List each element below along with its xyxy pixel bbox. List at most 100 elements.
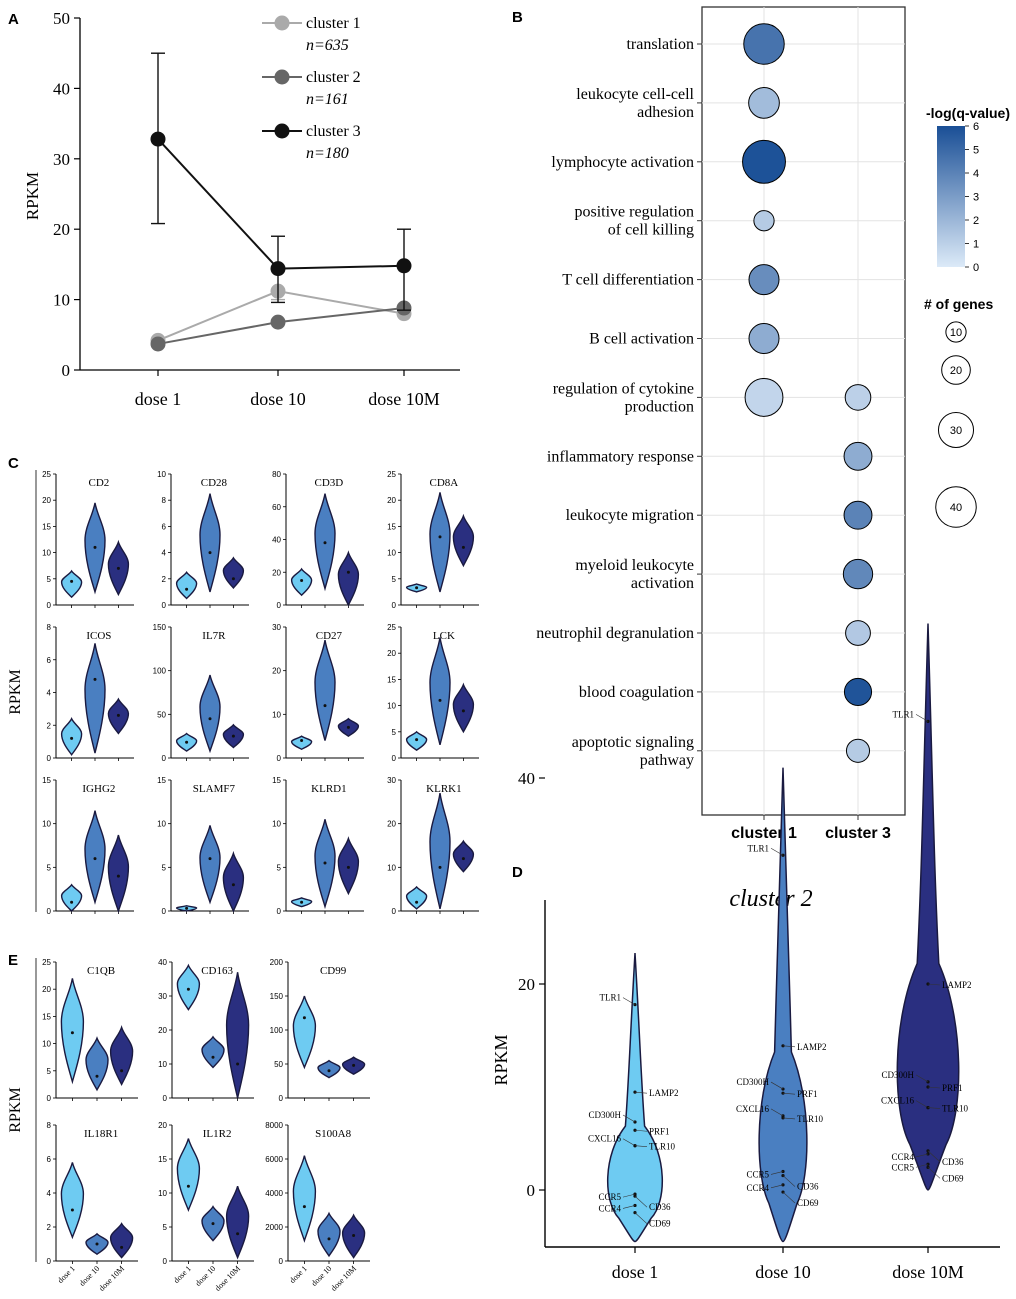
panelE-xtick-label: dose 10M (213, 1264, 242, 1293)
panel-d-gene-label: CCR4 (746, 1183, 769, 1193)
panel-b-colorbar-tick-label: 4 (973, 168, 979, 180)
panelC-ytick-label: 10 (42, 549, 51, 558)
panelC-violin (314, 639, 336, 741)
panelC-ytick-label: 8 (47, 623, 52, 632)
panelC-violin (60, 883, 83, 913)
panelC-ytick-label: 0 (47, 907, 52, 916)
panelC-median-dot (116, 874, 120, 878)
panelE-ytick-label: 6 (47, 1155, 52, 1164)
panel-a-point (270, 261, 286, 277)
panel-d-gene-label: CD300H (881, 1070, 914, 1080)
panelC-median-dot (231, 734, 235, 738)
panelC-ytick-label: 0 (392, 907, 397, 916)
panelC-ytick-label: 20 (272, 667, 281, 676)
panel-d-xtick-label: dose 1 (612, 1262, 659, 1282)
panelC-median-dot (415, 586, 419, 590)
panelC-ytick-label: 25 (387, 623, 396, 632)
panelC-ytick-label: 10 (157, 470, 166, 479)
panel-d-ytick-label: 20 (518, 975, 535, 994)
panel-d-gene-leader (927, 1086, 941, 1089)
panelE-ytick-label: 20 (158, 1121, 167, 1130)
panelC-violin (452, 513, 475, 568)
panel-b-colorbar-tick-label: 1 (973, 239, 979, 251)
panelC-median-dot (208, 717, 212, 721)
panelC-ytick-label: 0 (47, 601, 52, 610)
panel-b-term-line: positive regulation (574, 204, 694, 221)
panel-a-point (270, 314, 286, 330)
panelE-median-dot (236, 1232, 240, 1236)
panelC-median-dot (415, 900, 419, 904)
panel-b-bubble (845, 738, 871, 763)
panelC-ytick-label: 20 (272, 568, 281, 577)
panelE-ytick-label: 5 (47, 1067, 52, 1076)
panelE-violin (225, 1186, 250, 1260)
panelC-ytick-label: 0 (277, 601, 282, 610)
panelE-ytick-label: 0 (163, 1257, 168, 1266)
panel-b-colorbar-tick-label: 5 (973, 145, 979, 157)
panelE-median-dot (186, 1184, 190, 1188)
panelC-violin (337, 550, 360, 607)
panelC-median-dot (185, 906, 189, 910)
panelE-median-dot (211, 1055, 215, 1059)
panelE-ytick-label: 8 (47, 1121, 52, 1130)
panelE-ytick-label: 10 (158, 1060, 167, 1069)
panelC-ytick-label: 15 (387, 675, 396, 684)
panelC-median-dot (300, 900, 304, 904)
panelE-median-dot (327, 1069, 331, 1073)
panel-b-size-legend-title: # of genes (924, 296, 993, 312)
panelC-violin (452, 839, 475, 873)
panel-d-gene-leader (782, 1092, 796, 1095)
panelC-median-dot (116, 566, 120, 570)
panelC-violin (84, 810, 106, 905)
panelC-violin (107, 834, 130, 914)
panel-d-gene-label: CD69 (942, 1173, 964, 1183)
panelE-ytick-label: 6000 (265, 1155, 283, 1164)
panel-d-gene-leader (782, 1045, 796, 1048)
panel-b-term-line: adhesion (637, 104, 694, 121)
panelC-ytick-label: 4 (47, 689, 52, 698)
panelC-gene-title: SLAMF7 (193, 783, 236, 795)
panel-b-bubble (843, 677, 873, 706)
panel-a-series-line (157, 138, 405, 270)
panel-b-bubble (744, 377, 784, 417)
panelE-median-dot (70, 1031, 74, 1035)
panelC-ytick-label: 20 (387, 496, 396, 505)
panelE-violin (292, 1155, 317, 1243)
panelE-median-dot (120, 1069, 124, 1073)
panel-d-gene-leader (634, 1195, 648, 1208)
panelC-ytick-label: 40 (272, 536, 281, 545)
panel-a-legend-name: cluster 1 (306, 15, 361, 32)
panelC-median-dot (415, 738, 419, 742)
panelC-median-dot (346, 865, 350, 869)
panelC-ytick-label: 25 (387, 470, 396, 479)
panelE-xtick-label: dose 10 (78, 1264, 102, 1288)
panel-d-ylabel: RPKM (491, 1034, 511, 1085)
panel-a-ylabel: RPKM (23, 172, 42, 220)
panel-a-xtick-label: dose 1 (135, 389, 182, 409)
panel-d-gene-leader (770, 1184, 784, 1189)
panelE-gene-title: IL1R2 (203, 1128, 232, 1140)
panelC-median-dot (185, 587, 189, 591)
panelC-median-dot (208, 551, 212, 555)
panelC-ytick-label: 2 (47, 721, 52, 730)
panel-b-bubble (842, 558, 874, 590)
panelC-median-dot (93, 677, 97, 681)
panelE-median-dot (352, 1234, 356, 1237)
panelE-xtick-label: dose 10M (97, 1264, 126, 1293)
panel-b-term-line: myeloid leukocyte (575, 557, 694, 574)
panel-b-bubble (742, 139, 786, 184)
panel-d-gene-label: TLR1 (748, 843, 770, 853)
panel-b-bubble (748, 322, 780, 355)
panelC-ytick-label: 2 (162, 575, 167, 584)
panelC-violin (84, 643, 106, 754)
panelC-ytick-label: 10 (42, 820, 51, 829)
panel-b-size-legend-circle (935, 486, 977, 528)
panelC-median-dot (231, 883, 235, 887)
panel-a-legend-n: n=635 (306, 37, 349, 54)
panelE-ytick-label: 5 (163, 1223, 168, 1232)
panel-b-term-line: T cell differentiation (562, 272, 694, 289)
panelE-violin (317, 1211, 341, 1258)
panel-d-gene-label: TLR10 (942, 1104, 968, 1114)
panel-d-gene-label: CD36 (649, 1202, 671, 1212)
panel-d-gene-label: CD36 (797, 1182, 819, 1192)
